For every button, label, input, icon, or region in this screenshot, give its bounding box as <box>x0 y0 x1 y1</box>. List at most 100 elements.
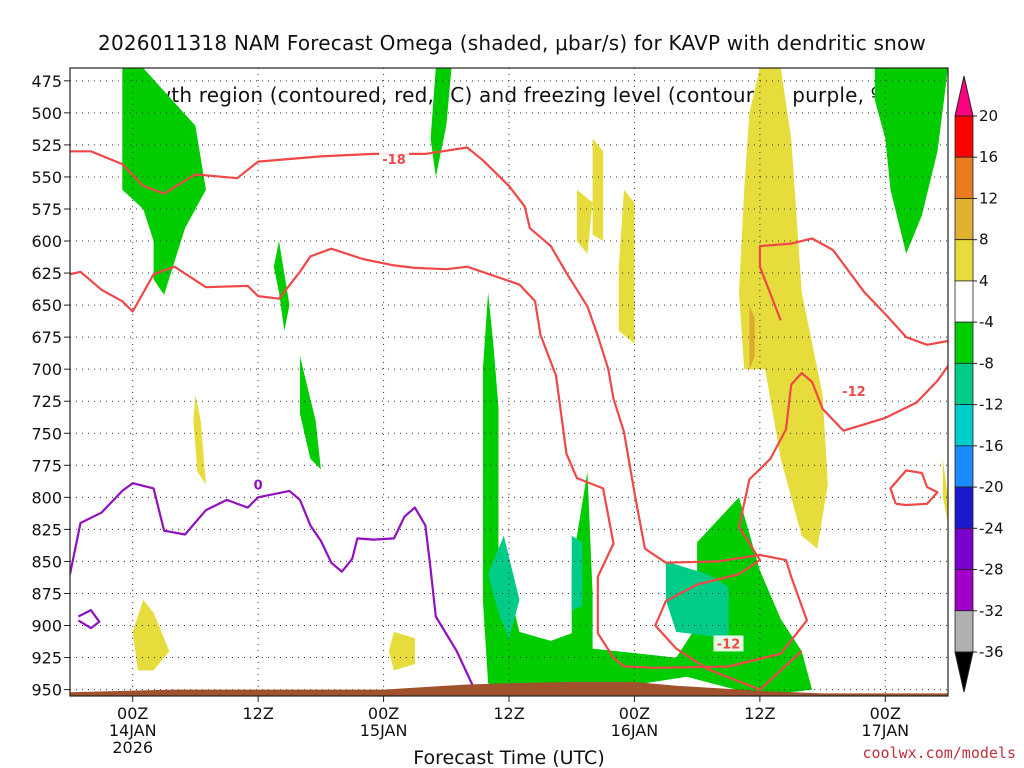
colorbar-label-5: -4 <box>979 313 994 331</box>
x-tick-label-30-2: 15JAN <box>360 721 408 740</box>
y-tick-label-950: 950 <box>31 681 62 700</box>
y-tick-label-725: 725 <box>31 392 62 411</box>
y-tick-label-875: 875 <box>31 584 62 603</box>
y-tick-label-675: 675 <box>31 328 62 347</box>
contour-label-bg-2 <box>838 382 869 399</box>
contour-label-1: -12 <box>717 637 741 652</box>
x-tick-label-18-1: 12Z <box>242 704 273 723</box>
omega-region-17 <box>942 458 948 523</box>
y-tick-label-700: 700 <box>31 360 62 379</box>
terrain-ground <box>70 681 948 696</box>
omega-region-8 <box>874 68 948 254</box>
contour-line-2 <box>889 469 939 507</box>
y-tick-label-750: 750 <box>31 424 62 443</box>
colorbar-swatch-11 <box>954 569 974 612</box>
x-tick-label-78-2: 17JAN <box>861 721 909 740</box>
y-tick-label-500: 500 <box>31 104 62 123</box>
x-tick-label-54-2: 16JAN <box>611 721 659 740</box>
credit-text: coolwx.com/models <box>862 744 1016 762</box>
colorbar: 20 16 12 8 4 -4 -8 -12 -16 -20 -24 -28 -32 -36 <box>954 75 1004 693</box>
colorbar-label-11: -28 <box>979 561 1004 579</box>
colorbar-label-13: -36 <box>979 643 1004 661</box>
omega-shading-layer <box>122 68 948 696</box>
terrain-layer <box>70 681 948 696</box>
y-tick-label-800: 800 <box>31 488 62 507</box>
omega-region-0 <box>122 68 206 295</box>
colorbar-swatch-2 <box>954 198 974 241</box>
x-tick-label-42-1: 12Z <box>493 704 524 723</box>
colorbar-label-1: 16 <box>979 148 998 166</box>
y-tick-label-850: 850 <box>31 552 62 571</box>
omega-region-10 <box>749 305 755 370</box>
contour-label-bg-3 <box>243 476 274 493</box>
y-tick-label-575: 575 <box>31 200 62 219</box>
omega-region-5 <box>488 535 520 639</box>
contour-label-0: -18 <box>382 153 406 168</box>
x-tick-label-6-1: 00Z <box>117 704 148 723</box>
omega-region-12 <box>592 138 604 241</box>
colorbar-swatch-10 <box>954 527 974 570</box>
contour-layer: -18 -12 -12 0 <box>70 146 948 696</box>
contour-label-3: 0 <box>254 479 263 494</box>
colorbar-swatch-7 <box>954 404 974 447</box>
colorbar-label-10: -24 <box>979 519 1004 537</box>
x-tick-label-30-1: 00Z <box>368 704 399 723</box>
omega-region-11 <box>576 189 593 254</box>
omega-region-3 <box>300 356 321 470</box>
colorbar-swatch-0 <box>954 115 974 158</box>
omega-region-9 <box>739 68 828 549</box>
colorbar-label-8: -16 <box>979 437 1004 455</box>
colorbar-label-3: 8 <box>979 231 989 249</box>
y-tick-label-475: 475 <box>31 72 62 91</box>
omega-region-13 <box>618 189 635 344</box>
y-tick-label-525: 525 <box>31 136 62 155</box>
y-tick-label-825: 825 <box>31 520 62 539</box>
x-axis-label: Forecast Time (UTC) <box>413 747 604 768</box>
chart-title-line1: 2026011318 NAM Forecast Omega (shaded, μ… <box>98 31 926 55</box>
colorbar-label-4: 4 <box>979 272 989 290</box>
x-tick-label-66-1: 12Z <box>744 704 775 723</box>
contour-line-1 <box>654 237 948 691</box>
y-tick-label-550: 550 <box>31 168 62 187</box>
contour-label-2: -12 <box>842 385 866 400</box>
y-tick-label-775: 775 <box>31 456 62 475</box>
colorbar-swatch-9 <box>954 486 974 529</box>
contour-line-0 <box>70 146 808 669</box>
contour-label-bg-0 <box>379 150 410 167</box>
x-tick-label-6-3: 2026 <box>112 738 153 757</box>
y-axis: 475 500 525 550 575 600 625 650 675 700 725 750 775 8… <box>31 72 70 700</box>
omega-region-16 <box>388 631 415 671</box>
omega-region-15 <box>193 394 206 485</box>
colorbar-swatch-6 <box>954 362 974 406</box>
omega-region-1 <box>430 68 452 177</box>
colorbar-swatch-3 <box>954 239 974 282</box>
y-tick-label-600: 600 <box>31 232 62 251</box>
x-tick-label-78-1: 00Z <box>870 704 901 723</box>
chart-title: 2026011318 NAM Forecast Omega (shaded, μ… <box>0 4 1024 134</box>
omega-region-14 <box>132 599 170 671</box>
colorbar-label-6: -8 <box>979 354 994 372</box>
colorbar-swatch-4 <box>954 280 974 323</box>
omega-region-4 <box>482 292 813 696</box>
colorbar-top-arrow <box>954 75 974 117</box>
colorbar-swatch-5 <box>954 321 974 364</box>
contour-line-3 <box>70 482 479 696</box>
y-tick-label-625: 625 <box>31 264 62 283</box>
colorbar-swatch-8 <box>954 445 974 488</box>
y-tick-label-925: 925 <box>31 649 62 668</box>
colorbar-swatch-1 <box>954 156 974 199</box>
omega-region-7 <box>571 535 583 611</box>
colorbar-label-12: -32 <box>979 602 1004 620</box>
colorbar-label-7: -12 <box>979 396 1004 414</box>
colorbar-bottom-arrow <box>954 651 974 693</box>
y-tick-label-900: 900 <box>31 617 62 636</box>
x-tick-label-6-2: 14JAN <box>109 721 157 740</box>
colorbar-label-9: -20 <box>979 478 1004 496</box>
omega-region-2 <box>273 241 290 331</box>
y-tick-label-650: 650 <box>31 296 62 315</box>
colorbar-label-2: 12 <box>979 189 998 207</box>
contour-line-4 <box>77 609 101 630</box>
contour-label-bg-1 <box>713 635 744 652</box>
